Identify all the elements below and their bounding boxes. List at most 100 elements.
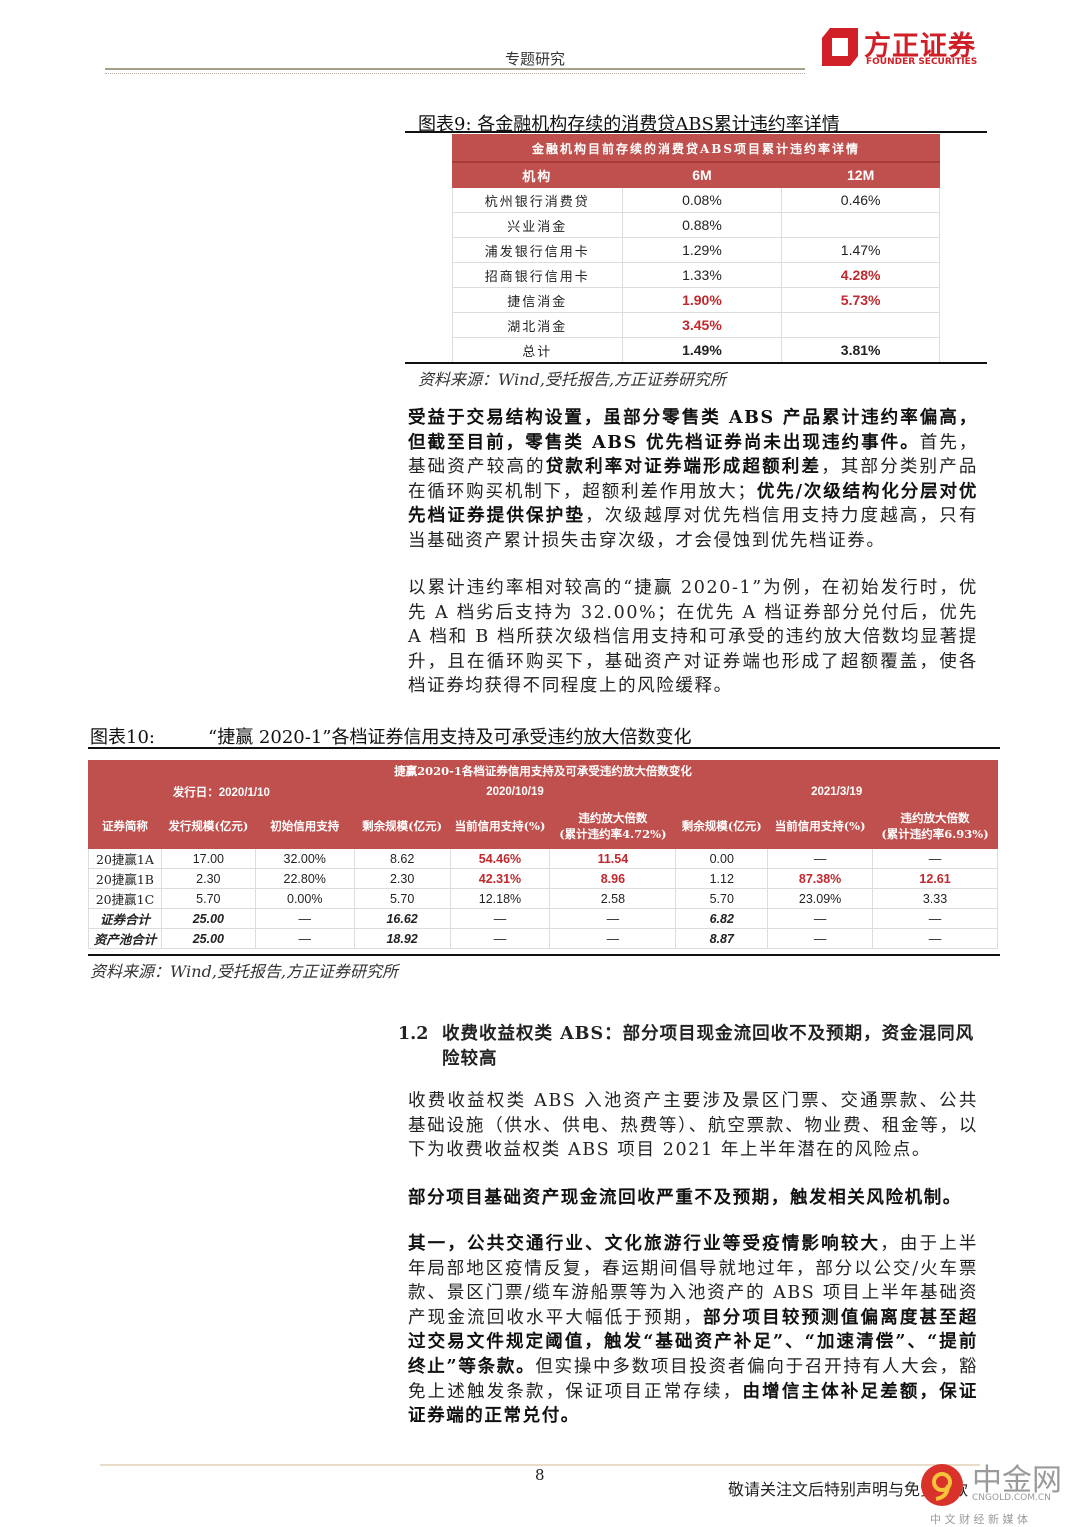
paragraph: 以累计违约率相对较高的“捷赢 2020-1”为例，在初始发行时，优先 A 档劣后…	[408, 576, 978, 699]
table-cell: 18.92	[353, 928, 451, 949]
table-cell: 5.70	[353, 888, 451, 909]
table-cell	[781, 312, 940, 338]
text-segment: ，次级越厚对优先档信用支持力度越高，只有当基础资产累计损失击穿次级，才会侵蚀到优…	[408, 506, 978, 551]
section-number: 1.2	[398, 1024, 429, 1044]
text-segment: 以累计违约率相对较高的“捷赢 2020-1”为例，在初始发行时，优先 A 档劣后…	[408, 578, 978, 697]
table-cell: 20捷赢1C	[88, 888, 162, 909]
table-cell: 1.12	[675, 868, 769, 889]
table-cell: —	[449, 928, 551, 949]
table-cell: 20捷赢1B	[88, 868, 162, 889]
column-header: 12M	[781, 161, 940, 188]
table-cell: 17.00	[160, 848, 256, 869]
bold-text-segment: 其一，公共交通行业、文化旅游行业等受疫情影响较大	[408, 1234, 881, 1254]
text-segment: ，其部分类别产品在循环购买机制下，超额利差作用放大；	[408, 457, 979, 502]
table-title: 捷赢2020-1各档证券信用支持及可承受违约放大倍数变化	[88, 760, 998, 782]
bold-text-segment: 受益于交易结构设置，虽部分零售类 ABS 产品累计违约率偏高，但截至目前，零售类…	[408, 408, 978, 453]
table-cell: 20捷赢1A	[88, 848, 162, 869]
table-title: 金融机构目前存续的消费贷ABS项目累计违约率详情	[452, 134, 940, 163]
table-cell: 22.80%	[254, 868, 355, 889]
table-cell: 11.54	[549, 848, 677, 869]
table-cell: —	[767, 908, 874, 929]
table-cell: 8.96	[549, 868, 677, 889]
table-cell: —	[872, 908, 998, 929]
figure-9-table: 金融机构目前存续的消费贷ABS项目累计违约率详情 机构 6M 12M 杭州银行消费贷…	[452, 134, 940, 363]
column-header-line: (累计违约率6.93%)	[881, 826, 989, 841]
figure-10-table: 捷赢2020-1各档证券信用支持及可承受违约放大倍数变化 发行日：2020/1/…	[88, 760, 998, 949]
text-segment: 收费收益权类 ABS 入池资产主要涉及景区门票、交通票款、公共基础设施（供水、供…	[408, 1091, 978, 1161]
figure-10-top-rule	[88, 747, 1000, 749]
column-header-line: 违约放大倍数	[578, 810, 648, 825]
section-title: 收费收益权类 ABS：部分项目现金流回收不及预期，资金混同风险较高	[442, 1024, 975, 1069]
table-cell: 湖北消金	[452, 312, 623, 338]
table-cell: 4.28%	[781, 262, 940, 288]
table-cell: —	[872, 928, 998, 949]
table-cell: 25.00	[160, 928, 256, 949]
table-cell: —	[254, 908, 355, 929]
table-cell: 3.45%	[621, 312, 783, 338]
text-segment: 首先，基础资产较高的	[408, 432, 978, 478]
group-header-issue: 发行日：2020/1/10	[88, 781, 355, 803]
column-header: 初始信用支持	[254, 802, 355, 849]
group-header-date-2: 2021/3/19	[675, 781, 998, 803]
table-cell: —	[449, 908, 551, 929]
figure-10-bottom-rule	[88, 954, 1000, 956]
page-number: 8	[535, 1466, 545, 1484]
table-cell: —	[254, 928, 355, 949]
table-cell: 1.29%	[621, 237, 783, 263]
watermark-name: 中金网	[972, 1463, 1062, 1498]
table-cell: 25.00	[160, 908, 256, 929]
table-cell: 1.47%	[781, 237, 940, 263]
table-cell: —	[767, 848, 874, 869]
table-cell: 87.38%	[767, 868, 874, 889]
table-cell: 42.31%	[449, 868, 551, 889]
bold-text-segment: 贷款利率对证券端形成超额利差	[545, 457, 822, 478]
table-cell: 0.88%	[621, 212, 783, 238]
table-cell: 2.30	[353, 868, 451, 889]
header-divider	[105, 68, 805, 74]
table-cell: 捷信消金	[452, 287, 623, 313]
table-cell: 0.00	[675, 848, 769, 869]
table-row: 证券合计 25.00—16.62— —6.82— —	[88, 908, 998, 929]
table-cell: —	[767, 928, 874, 949]
table-cell: 8.62	[353, 848, 451, 869]
table-cell: 证券合计	[88, 908, 162, 929]
table-cell: —	[549, 908, 677, 929]
section-heading: 1.2 收费收益权类 ABS：部分项目现金流回收不及预期，资金混同风险较高	[398, 1022, 978, 1072]
column-header: 发行规模(亿元)	[160, 802, 256, 849]
table-cell: 5.70	[675, 888, 769, 909]
bold-text-segment: 部分项目基础资产现金流回收严重不及预期，触发相关风险机制。	[408, 1188, 962, 1208]
table-cell: 0.00%	[254, 888, 355, 909]
bold-text-segment: 优先/次级结构化分层对优先档证券提供保护垫	[408, 481, 978, 527]
figure-10-source: 资料来源：Wind,受托报告,方正证券研究所	[90, 962, 399, 981]
table-cell: 2.30	[160, 868, 256, 889]
table-row: 招商银行信用卡 1.33% 4.28%	[452, 262, 940, 288]
figure-9-caption: 图表9: 各金融机构存续的消费贷ABS累计违约率详情	[418, 114, 840, 135]
bold-text-segment: 由增信主体补足差额，保证证券端的正常兑付。	[408, 1381, 979, 1427]
column-header: 当前信用支持(%)	[767, 802, 874, 849]
table-cell: —	[549, 928, 677, 949]
table-row: 杭州银行消费贷 0.08% 0.46%	[452, 187, 940, 213]
table-row: 兴业消金 0.88%	[452, 212, 940, 238]
watermark-domain: CNGOLD.COM.CN	[972, 1493, 1051, 1503]
table-cell: 兴业消金	[452, 212, 623, 238]
group-header-date-1: 2020/10/19	[353, 781, 677, 803]
table-cell: 招商银行信用卡	[452, 262, 623, 288]
paragraph: 收费收益权类 ABS 入池资产主要涉及景区门票、交通票款、公共基础设施（供水、供…	[408, 1089, 978, 1163]
column-header: 剩余规模(亿元)	[353, 802, 451, 849]
column-header-line: (累计违约率4.72%)	[559, 826, 667, 841]
table-cell: 12.18%	[449, 888, 551, 909]
table-cell: 1.33%	[621, 262, 783, 288]
column-header-line: 违约放大倍数	[900, 810, 970, 825]
founder-securities-logo: 方正证券 FOUNDER SECURITIES	[820, 24, 980, 69]
table-cell: —	[872, 848, 998, 869]
column-header: 机构	[452, 161, 623, 188]
column-header: 6M	[621, 161, 783, 188]
paragraph: 部分项目基础资产现金流回收严重不及预期，触发相关风险机制。	[408, 1186, 978, 1211]
column-header: 违约放大倍数 (累计违约率4.72%)	[549, 802, 677, 849]
cngold-watermark: 中金网 CNGOLD.COM.CN 中 文 财 经 新 媒 体	[920, 1455, 1080, 1527]
table-cell: 3.33	[872, 888, 998, 909]
table-cell: 5.70	[160, 888, 256, 909]
bold-text-segment: 部分项目较预测值偏离度甚至超过交易文件规定阈值，触发“基础资产补足”、“加速清偿…	[408, 1307, 978, 1377]
column-header: 剩余规模(亿元)	[675, 802, 769, 849]
table-cell: 0.46%	[781, 187, 940, 213]
